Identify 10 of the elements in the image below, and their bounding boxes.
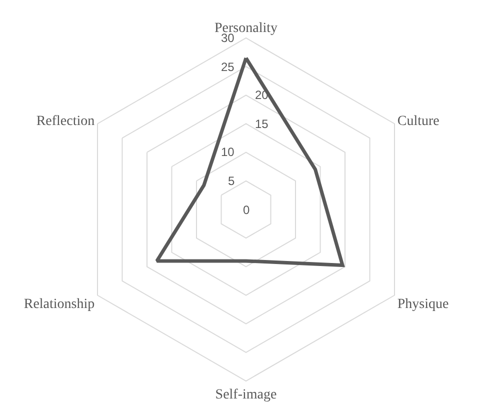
y-tick-label: 0 [243,203,250,217]
spoke-label: Relationship [24,297,95,312]
y-tick-label: 10 [221,145,235,159]
y-tick-label: 5 [228,174,235,188]
spoke-label: Self-image [215,387,277,402]
spoke-label: Culture [397,114,440,129]
spoke-label: Physique [397,297,449,312]
y-tick-label: 25 [221,60,235,74]
spoke-label: Reflection [36,114,95,129]
y-tick-label: 15 [255,117,269,131]
